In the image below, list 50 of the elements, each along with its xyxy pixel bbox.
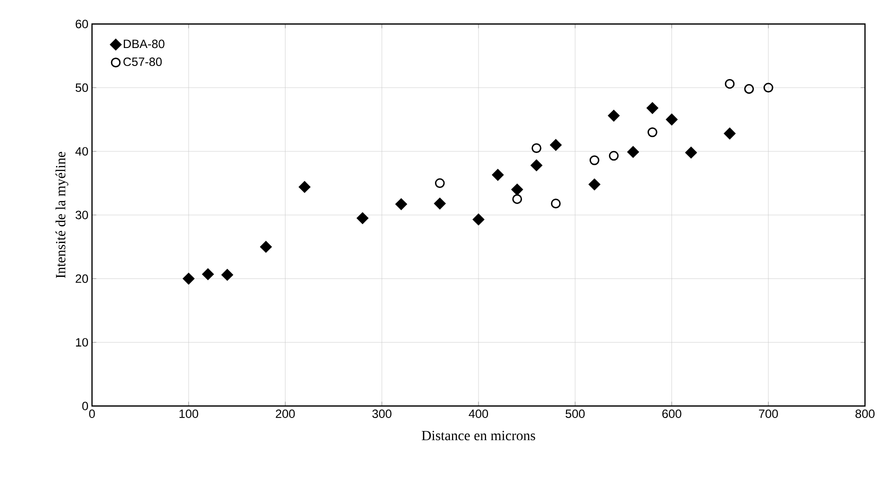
point <box>666 114 678 126</box>
legend-label: C57-80 <box>123 58 162 66</box>
point <box>627 146 639 158</box>
point <box>298 181 310 193</box>
point <box>530 160 542 172</box>
x-tick-label: 700 <box>758 410 778 418</box>
legend-label: DBA-80 <box>124 40 164 48</box>
point <box>221 269 234 281</box>
x-tick-label: 300 <box>372 410 392 418</box>
point <box>724 78 735 89</box>
point <box>744 84 754 94</box>
x-tick-label: 100 <box>180 410 198 418</box>
y-tick-label: 10 <box>76 338 88 347</box>
point <box>260 241 272 253</box>
point <box>608 110 620 122</box>
point <box>608 150 619 161</box>
point <box>550 139 562 151</box>
point <box>202 268 214 280</box>
x-tick-label: 0 <box>89 410 95 418</box>
point <box>182 272 194 284</box>
x-tick-label: 200 <box>276 410 295 418</box>
point <box>763 82 774 93</box>
point <box>434 198 446 210</box>
point <box>588 178 600 190</box>
y-tick-label: 20 <box>76 274 88 283</box>
point <box>646 102 658 114</box>
point <box>685 146 697 158</box>
point <box>472 214 484 226</box>
point <box>512 194 522 204</box>
y-tick-label: 40 <box>75 147 88 156</box>
y-tick-label: 60 <box>76 20 88 28</box>
point <box>511 184 523 196</box>
x-tick-label: 500 <box>566 410 585 418</box>
x-axis-title: Distance en microns <box>422 430 536 440</box>
x-tick-label: 400 <box>468 410 488 418</box>
y-tick-label: 0 <box>82 402 88 410</box>
y-axis-title: Intensité de la myéline <box>56 152 68 278</box>
point <box>724 128 736 140</box>
y-tick-label: 50 <box>76 83 88 92</box>
x-tick-label: 600 <box>662 410 682 418</box>
point <box>550 198 561 208</box>
y-tick-label: 30 <box>76 210 88 220</box>
point <box>648 127 658 138</box>
point <box>492 169 504 181</box>
point <box>395 198 407 210</box>
point <box>532 143 542 154</box>
point <box>356 212 368 224</box>
x-tick-label: 800 <box>856 410 875 418</box>
point <box>434 178 445 188</box>
point <box>590 155 600 166</box>
